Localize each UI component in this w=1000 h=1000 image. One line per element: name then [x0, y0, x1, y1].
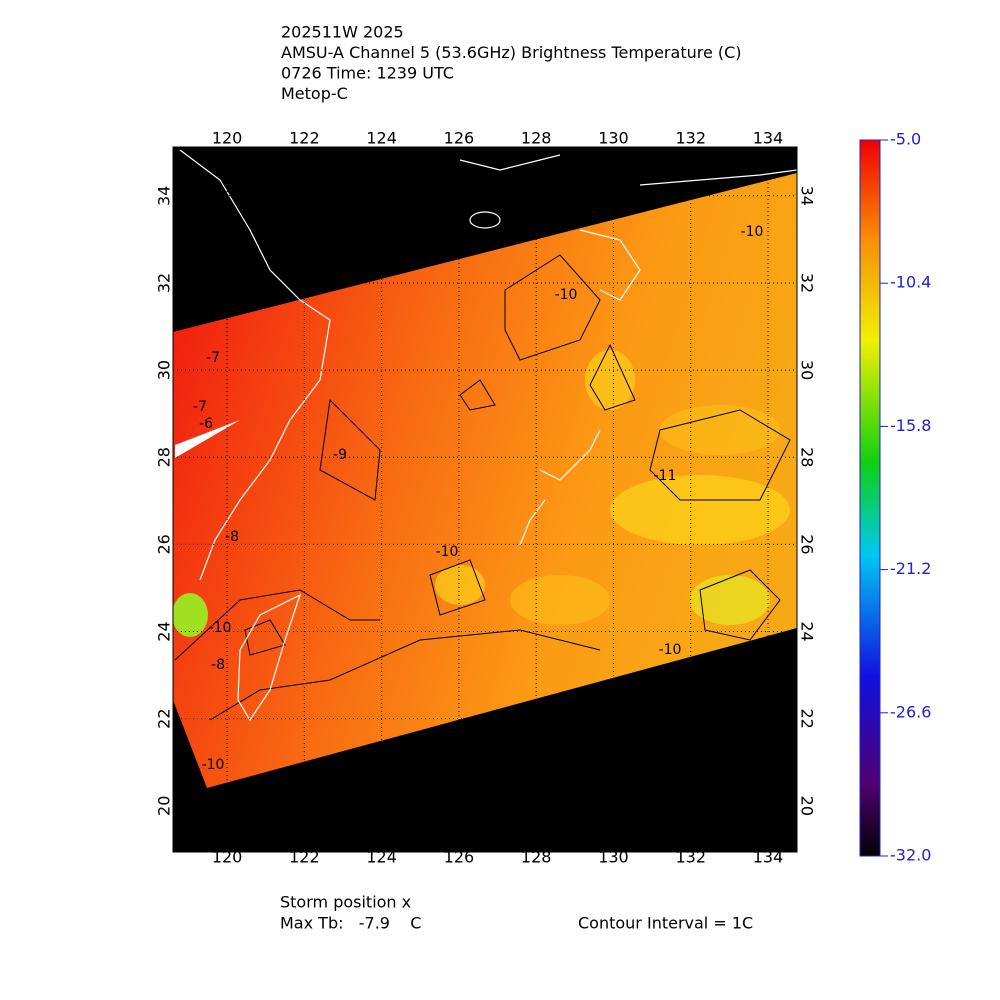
lon-tick-label: 134: [753, 129, 784, 148]
storm-position: Storm position x: [280, 893, 411, 912]
colorbar-tick-label: -5.0: [890, 130, 921, 149]
contour-label: -10: [659, 642, 682, 658]
contour-label: -7: [193, 399, 207, 415]
lat-tick-label: 20: [798, 796, 817, 816]
contour: [699, 569, 781, 641]
lon-tick-label: 130: [598, 848, 629, 867]
lat-tick-label: 22: [155, 708, 174, 728]
lon-tick-label: 122: [289, 129, 320, 148]
warm-blob: [585, 350, 635, 410]
warm-blob: [690, 575, 770, 625]
lat-tick-label: 30: [798, 360, 817, 380]
lon-tick-label: 120: [212, 129, 243, 148]
lat-tick-label: 20: [155, 796, 174, 816]
coastline: [459, 154, 561, 229]
lon-tick-label: 132: [675, 848, 706, 867]
lon-tick-label: 130: [598, 129, 629, 148]
contour: [649, 409, 791, 501]
contour-label: -10: [436, 544, 459, 560]
lon-tick-label: 134: [753, 848, 784, 867]
lat-tick-label: 32: [155, 273, 174, 293]
lat-tick-label: 24: [798, 621, 817, 641]
warm-blob: [660, 405, 780, 455]
contour: [209, 629, 601, 721]
lat-tick-label: 34: [155, 186, 174, 206]
contour: [589, 343, 636, 411]
contour-label: -8: [211, 657, 225, 673]
colorbar-tick-label: -32.0: [890, 846, 931, 865]
colorbar-tick-label: -21.2: [890, 559, 931, 578]
lon-tick-label: 128: [521, 848, 552, 867]
lon-tick-label: 128: [521, 129, 552, 148]
colorbar-tick-label: -26.6: [890, 702, 931, 721]
lat-tick-label: 26: [155, 534, 174, 554]
contour-interval: Contour Interval = 1C: [578, 914, 753, 933]
missing-data: [175, 420, 240, 458]
lat-tick-label: 28: [798, 447, 817, 467]
colorbar: [859, 139, 881, 857]
lat-tick-label: 34: [798, 186, 817, 206]
map-frame: [172, 146, 798, 853]
coastline: [519, 169, 797, 546]
lon-tick-label: 120: [212, 848, 243, 867]
lat-tick-label: 28: [155, 447, 174, 467]
colorbar-tick-label: -15.8: [890, 416, 931, 435]
contour: [459, 379, 496, 411]
warm-blob: [610, 475, 790, 545]
warm-blob: [435, 565, 485, 605]
contour: [429, 559, 486, 616]
contour-label: -10: [555, 287, 578, 303]
lat-tick-label: 22: [798, 708, 817, 728]
contour-label: -10: [741, 224, 764, 240]
contour-label: -9: [333, 447, 347, 463]
header-line: 202511W 2025: [281, 23, 404, 42]
max-tb: Max Tb: -7.9 C: [280, 914, 421, 933]
header-line: 0726 Time: 1239 UTC: [281, 64, 454, 83]
contour: [319, 398, 381, 501]
contour: [174, 589, 380, 661]
lat-tick-label: 24: [155, 621, 174, 641]
lon-tick-label: 132: [675, 129, 706, 148]
coastline: [237, 593, 302, 722]
lon-tick-label: 124: [366, 848, 397, 867]
header-line: Metop-C: [281, 84, 348, 103]
contour-label: -10: [202, 757, 225, 773]
contour: [244, 619, 286, 656]
swath: [173, 149, 797, 788]
lon-tick-label: 124: [366, 129, 397, 148]
contour: [504, 254, 601, 361]
lat-tick-label: 32: [798, 273, 817, 293]
contour-label: -7: [206, 350, 220, 366]
warm-blob: [510, 575, 610, 625]
lon-tick-label: 126: [444, 848, 475, 867]
lat-tick-label: 30: [155, 360, 174, 380]
contour-label: -10: [209, 620, 232, 636]
lon-tick-label: 122: [289, 848, 320, 867]
contour-label: -6: [199, 416, 213, 432]
cool-blob: [173, 593, 208, 637]
contour-label: -8: [225, 529, 239, 545]
contour-label: -11: [654, 468, 677, 484]
lat-tick-label: 26: [798, 534, 817, 554]
colorbar-tick-label: -10.4: [890, 273, 931, 292]
header-line: AMSU-A Channel 5 (53.6GHz) Brightness Te…: [281, 43, 742, 62]
coastline: [179, 149, 331, 581]
lon-tick-label: 126: [444, 129, 475, 148]
